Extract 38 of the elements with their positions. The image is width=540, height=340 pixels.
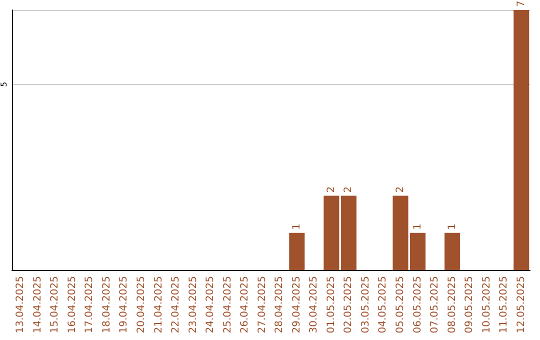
data-label: 1 (291, 223, 302, 230)
data-label: 1 (412, 223, 424, 230)
x-tick-label: 04.05.2025 (378, 276, 389, 334)
data-label: 7 (516, 0, 527, 7)
x-tick-label: 24.04.2025 (205, 276, 216, 334)
x-tick-label: 22.04.2025 (170, 276, 182, 334)
x-tick-label: 12.05.2025 (516, 276, 527, 334)
x-tick-label: 23.04.2025 (188, 276, 199, 334)
x-tick-label: 28.04.2025 (274, 276, 286, 334)
x-tick-label: 26.04.2025 (240, 276, 251, 334)
x-tick-label: 30.04.2025 (308, 276, 320, 334)
x-tick-label: 09.05.2025 (464, 276, 476, 334)
x-tick-label: 15.04.2025 (50, 276, 61, 334)
x-tick-label: 20.04.2025 (136, 276, 147, 334)
x-tick-label: 05.05.2025 (395, 276, 406, 334)
x-tick-label: 08.05.2025 (446, 276, 458, 334)
x-tick-label: 06.05.2025 (412, 276, 424, 334)
data-label: 2 (343, 186, 354, 193)
x-tick-label: 25.04.2025 (222, 276, 234, 334)
x-tick-label: 03.05.2025 (360, 276, 372, 334)
data-label: 2 (395, 186, 406, 193)
x-tick-label: 18.04.2025 (101, 276, 112, 334)
x-tick-label: 14.04.2025 (32, 276, 44, 334)
x-tick-label: 10.05.2025 (481, 276, 492, 334)
x-tick-label: 17.04.2025 (84, 276, 96, 334)
x-tick-label: 02.05.2025 (343, 276, 354, 334)
x-tick-label: 07.05.2025 (430, 276, 441, 334)
x-tick-label: 27.04.2025 (256, 276, 268, 334)
x-tick-label: 16.04.2025 (66, 276, 78, 334)
x-tick-label: 11.05.2025 (498, 276, 510, 334)
x-tick-label: 21.04.2025 (153, 276, 164, 334)
data-label: 2 (326, 186, 337, 193)
y-tick-label: 5 (0, 82, 8, 87)
x-tick-label: 13.04.2025 (15, 276, 26, 334)
x-tick-label: 19.04.2025 (118, 276, 130, 334)
x-tick-label: 01.05.2025 (326, 276, 337, 334)
data-label: 1 (446, 223, 458, 230)
x-tick-label: 29.04.2025 (291, 276, 302, 334)
